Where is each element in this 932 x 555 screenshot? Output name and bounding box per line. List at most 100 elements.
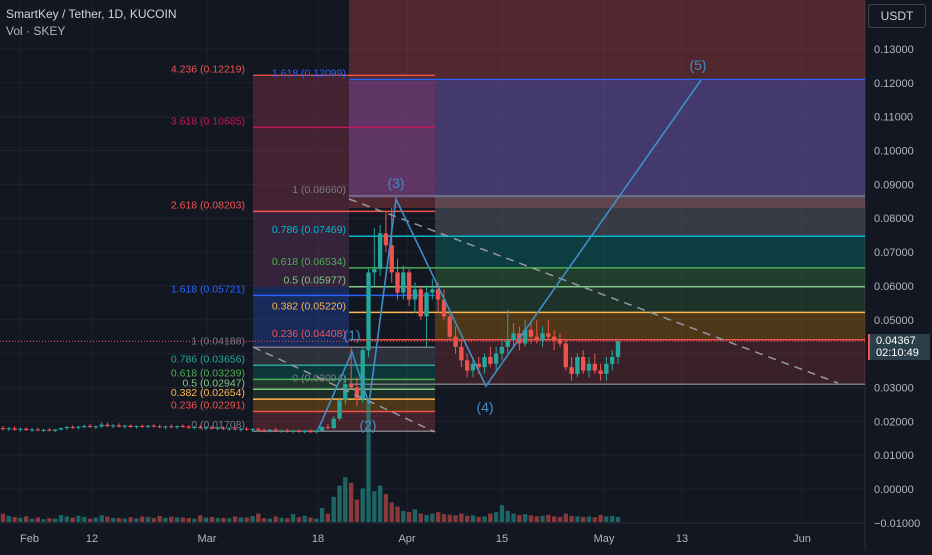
- volume-bar: [331, 496, 336, 522]
- fib-extension-band: [253, 411, 435, 432]
- volume-bar: [586, 516, 592, 522]
- volume-bar: [261, 518, 267, 522]
- volume-bar: [401, 510, 406, 522]
- candle-body: [604, 363, 609, 374]
- volume-bar: [383, 494, 389, 522]
- candle-body: [488, 357, 493, 364]
- volume-bar: [221, 517, 226, 522]
- volume-bar: [488, 513, 493, 522]
- candle-body: [372, 269, 377, 273]
- candle-body: [499, 346, 505, 354]
- fib-zone-purple: [349, 81, 435, 198]
- volume-bar: [482, 516, 487, 522]
- volume-bar: [563, 513, 568, 522]
- candle-body: [180, 426, 186, 428]
- x-tick-label: 18: [312, 533, 324, 545]
- currency-unit-button[interactable]: USDT: [868, 4, 926, 28]
- volume-bar: [435, 512, 441, 522]
- fib-extension-label: 3.618 (0.10685): [171, 115, 245, 127]
- candle-body: [337, 400, 342, 419]
- candle-body: [464, 360, 470, 371]
- volume-bar: [343, 477, 348, 522]
- volume-bar: [296, 517, 302, 522]
- candle-body: [128, 425, 133, 428]
- volume-bar: [511, 513, 516, 522]
- candle-body: [383, 233, 389, 246]
- candle-body: [366, 272, 371, 351]
- candle-body: [140, 426, 145, 428]
- y-tick-label: 0.11000: [874, 112, 913, 124]
- candle-body: [557, 340, 563, 344]
- candle-body: [441, 299, 447, 317]
- fib-extension-label: 0.5 (0.02947): [183, 377, 245, 389]
- volume-bar: [232, 516, 238, 522]
- candle-body: [203, 427, 209, 429]
- fib-retracement-label: 0.786 (0.07469): [272, 224, 346, 236]
- candle-body: [348, 384, 354, 388]
- volume-bar: [29, 518, 35, 522]
- candle-body: [610, 357, 615, 364]
- volume-bar: [528, 515, 534, 522]
- fib-extension-label: 0.382 (0.02654): [171, 387, 245, 399]
- bar-countdown: 02:10:49: [876, 347, 919, 359]
- fib-retracement-label: 0.382 (0.05220): [272, 300, 346, 312]
- candle-body: [581, 357, 586, 371]
- candle-body: [308, 431, 313, 433]
- candle-body: [493, 353, 499, 364]
- candle-body: [221, 428, 226, 430]
- volume-bar: [546, 514, 551, 522]
- candle-body: [505, 340, 510, 347]
- candle-body: [99, 424, 104, 427]
- volume-bar: [499, 505, 505, 522]
- fib-retracement-band: [435, 339, 865, 385]
- volume-bar: [377, 485, 383, 522]
- volume-bar: [0, 513, 6, 522]
- candle-body: [401, 272, 406, 293]
- volume-bar: [250, 516, 255, 522]
- volume-bar: [128, 517, 133, 522]
- volume-bar: [522, 514, 528, 522]
- volume-indicator-label[interactable]: Vol · SKEY: [6, 24, 66, 38]
- candle-body: [412, 289, 418, 300]
- candle-body: [29, 429, 35, 431]
- candle-body: [232, 428, 238, 430]
- candle-body: [435, 289, 441, 300]
- fib-extension-label: 0.618 (0.03239): [171, 367, 245, 379]
- volume-bar: [424, 515, 429, 522]
- candle-body: [174, 426, 180, 428]
- candle-body: [105, 424, 110, 427]
- fib-extension-label: 0.236 (0.02291): [171, 399, 245, 411]
- volume-bar: [395, 506, 400, 522]
- volume-bar: [53, 518, 58, 522]
- candle-body: [163, 426, 168, 428]
- candle-body: [238, 428, 244, 430]
- volume-bar: [105, 516, 110, 522]
- x-tick-label: 12: [86, 533, 98, 545]
- candle-body: [470, 363, 476, 371]
- candle-body: [296, 430, 302, 432]
- candle-body: [459, 346, 464, 361]
- fib-retracement-band: [435, 267, 865, 287]
- candle-body: [76, 426, 81, 428]
- candle-body: [186, 426, 191, 428]
- candle-body: [290, 430, 296, 432]
- volume-bar: [406, 512, 412, 522]
- fib-retracement-label: 0.236 (0.04408): [272, 328, 346, 340]
- x-tick-label: Apr: [398, 533, 415, 545]
- x-tick-label: Feb: [20, 533, 39, 545]
- candle-body: [511, 333, 516, 341]
- volume-bar: [24, 516, 29, 522]
- fib-retracement-band: [435, 312, 865, 340]
- trendline-lower: [252, 346, 436, 433]
- y-tick-label: 0.09000: [874, 179, 914, 191]
- fib-retracement-band: [435, 286, 865, 313]
- trendline-upper: [348, 198, 839, 384]
- symbol-title[interactable]: SmartKey / Tether, 1D, KUCOIN: [6, 7, 177, 21]
- volume-bar: [302, 515, 307, 522]
- volume-bar: [163, 517, 168, 522]
- candle-body: [244, 428, 249, 430]
- volume-bar: [18, 517, 23, 522]
- candle-body: [325, 427, 331, 429]
- candle-body: [215, 428, 220, 430]
